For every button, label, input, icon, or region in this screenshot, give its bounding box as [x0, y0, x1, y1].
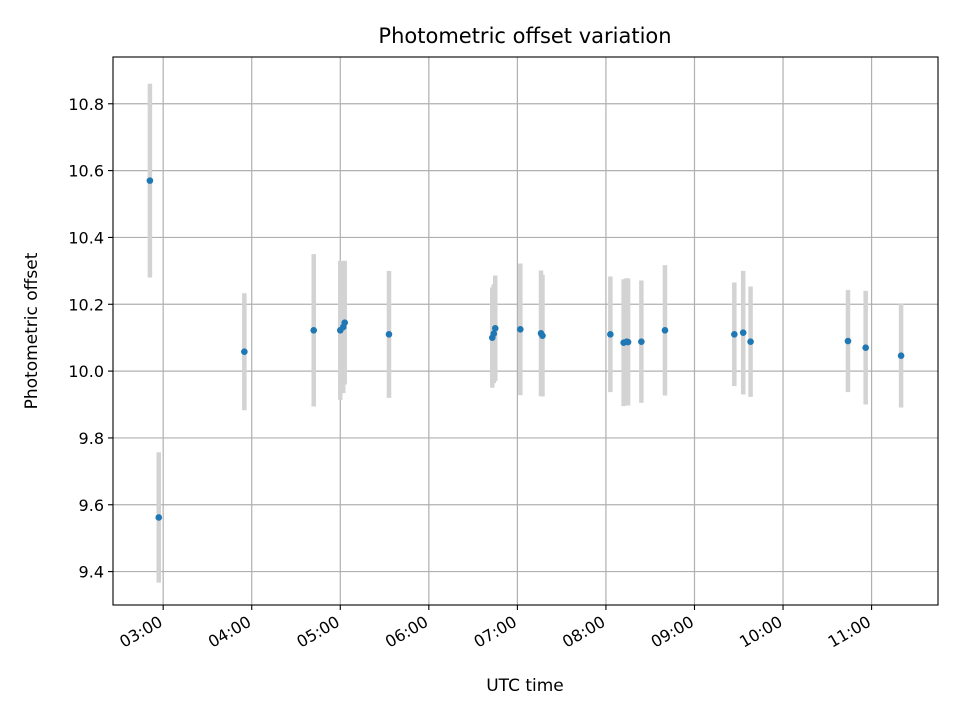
y-tick-label: 9.8	[79, 429, 104, 448]
data-point	[739, 329, 747, 336]
y-axis-title: Photometric offset	[22, 252, 42, 409]
y-tick-label: 10.2	[68, 295, 104, 314]
data-point	[517, 326, 524, 333]
data-point	[146, 177, 154, 184]
chart-title: Photometric offset variation	[378, 24, 671, 48]
x-axis-title: UTC time	[486, 676, 564, 696]
data-point	[385, 331, 393, 338]
data-point	[747, 338, 754, 345]
data-point	[341, 319, 349, 326]
data-point	[241, 348, 248, 356]
y-tick-label: 9.6	[79, 496, 104, 515]
data-point	[844, 337, 852, 345]
data-point	[607, 331, 614, 338]
plot-frame	[112, 56, 939, 606]
data-point	[155, 514, 163, 521]
y-tick-label: 10.6	[68, 162, 104, 181]
data-point	[731, 331, 738, 338]
y-tick-label: 10.4	[68, 228, 104, 247]
data-point	[310, 327, 318, 334]
data-point	[491, 325, 499, 332]
grid-layer	[113, 57, 938, 605]
data-point	[539, 332, 546, 339]
y-tick-label: 9.4	[79, 563, 104, 582]
data-point	[862, 344, 869, 352]
data-point	[661, 327, 669, 334]
data-point	[490, 330, 498, 337]
y-tick-label: 10.0	[68, 362, 104, 381]
point-layer	[146, 177, 905, 521]
data-point	[638, 338, 645, 345]
y-axis: 9.4 9.6 9.8 10.0 10.2 10.4 10.6 10.8	[68, 95, 113, 582]
y-tick-label: 10.8	[68, 95, 104, 114]
plot-area	[113, 57, 938, 605]
data-point	[624, 338, 632, 346]
data-point	[897, 352, 905, 360]
